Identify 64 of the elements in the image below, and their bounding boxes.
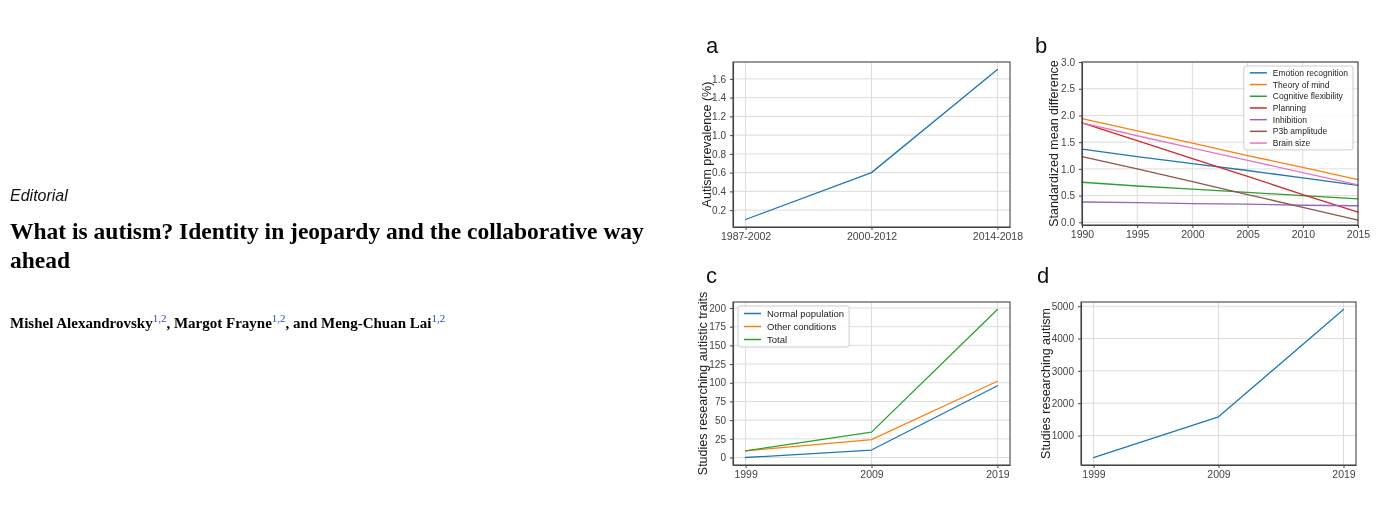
chart-title: a <box>706 33 719 58</box>
y-tick-label: 75 <box>714 396 727 408</box>
chart-title: b <box>1035 33 1048 58</box>
y-tick-label: 0.5 <box>1061 190 1076 202</box>
y-tick-label: 50 <box>714 414 727 426</box>
line-series <box>1081 148 1359 187</box>
x-tick-label: 2015 <box>1346 228 1371 241</box>
y-tick-label: 3.0 <box>1061 56 1076 68</box>
y-tick-label: 0.8 <box>712 148 727 160</box>
y-tick-label: 200 <box>709 302 727 314</box>
legend-label: Inhibition <box>1272 114 1308 125</box>
text: What is autism? Identity in jeopardy and the collaborative way ahead <box>10 217 645 275</box>
x-tick-label: 1987-2002 <box>720 230 772 243</box>
y-tick-label: 125 <box>709 358 727 370</box>
x-tick-label: 2000 <box>1181 228 1205 241</box>
y-tick-label: 0 <box>720 452 727 464</box>
y-tick-label: 25 <box>714 433 727 445</box>
y-tick-label: 1.0 <box>1061 163 1076 175</box>
legend-label: Other conditions <box>767 320 837 332</box>
x-tick-label: 2009 <box>1207 468 1231 481</box>
x-tick-label: 2019 <box>1332 468 1356 481</box>
y-tick-label: 1.0 <box>712 129 727 141</box>
text: Editorial <box>10 187 69 205</box>
y-tick-label: 0.0 <box>1061 217 1076 229</box>
y-tick-label: 1.5 <box>1061 136 1076 148</box>
y-axis-title: Standardized mean difference <box>1047 60 1062 227</box>
x-tick-label: 1999 <box>734 468 758 481</box>
y-tick-label: 175 <box>709 321 727 333</box>
x-tick-label: 1999 <box>1082 468 1106 481</box>
x-tick-label: 1990 <box>1070 228 1095 241</box>
x-tick-label: 2019 <box>986 468 1010 481</box>
y-tick-label: 0.6 <box>712 167 727 179</box>
x-tick-label: 2000-2012 <box>846 230 898 243</box>
chart-title: c <box>706 263 717 288</box>
x-tick-label: 2014-2018 <box>972 230 1024 243</box>
y-tick-label: 5000 <box>1051 300 1075 312</box>
y-tick-label: 100 <box>709 377 727 389</box>
y-tick-label: 2000 <box>1051 397 1075 409</box>
y-tick-label: 1.4 <box>712 92 727 104</box>
legend-label: P3b amplitude <box>1272 126 1328 137</box>
x-tick-label: 1995 <box>1126 228 1150 241</box>
y-tick-label: 4000 <box>1051 333 1075 345</box>
chart-title: d <box>1037 263 1050 288</box>
legend-label: Emotion recognition <box>1272 67 1349 78</box>
x-tick-label: 2009 <box>860 468 884 481</box>
legend-label: Cognitive flexibility <box>1272 91 1344 102</box>
legend-label: Normal population <box>767 307 845 319</box>
x-tick-label: 2005 <box>1236 228 1260 241</box>
y-tick-label: 3000 <box>1051 365 1075 377</box>
legend-label: Planning <box>1272 102 1307 113</box>
y-tick-label: 150 <box>709 340 727 352</box>
y-tick-label: 2.0 <box>1061 110 1076 122</box>
legend-label: Total <box>767 333 788 345</box>
y-tick-label: 1.2 <box>712 111 727 123</box>
x-tick-label: 2010 <box>1291 228 1316 241</box>
y-tick-label: 2.5 <box>1061 83 1076 95</box>
legend-label: Brain size <box>1272 138 1311 149</box>
y-tick-label: 0.4 <box>712 186 727 198</box>
y-axis-title: Studies researching autistic traits <box>696 291 711 476</box>
text: Mishel Alexandrovsky$^{1,2}$, Margot Frayne$^{1,2}$, and Meng-Chuan Lai$^{1,2}$ <box>10 312 447 331</box>
legend-label: Theory of mind <box>1272 79 1330 90</box>
y-tick-label: 1000 <box>1051 430 1075 442</box>
y-tick-label: 0.2 <box>712 204 727 216</box>
line-series <box>1081 181 1359 200</box>
